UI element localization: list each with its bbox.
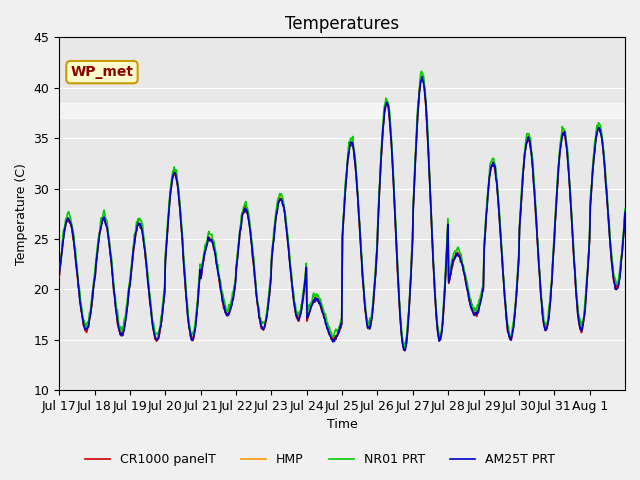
- AM25T PRT: [254, 302, 262, 308]
- HMP: [401, 346, 409, 351]
- AM25T PRT: [55, 273, 63, 278]
- Title: Temperatures: Temperatures: [285, 15, 399, 33]
- HMP: [401, 344, 408, 349]
- HMP: [419, 73, 426, 79]
- HMP: [621, 213, 629, 218]
- CR1000 panelT: [401, 347, 409, 352]
- HMP: [122, 317, 129, 323]
- Line: HMP: HMP: [59, 76, 625, 348]
- Line: NR01 PRT: NR01 PRT: [59, 71, 625, 348]
- NR01 PRT: [122, 313, 129, 319]
- NR01 PRT: [401, 345, 408, 351]
- CR1000 panelT: [226, 309, 234, 314]
- NR01 PRT: [434, 323, 442, 328]
- HMP: [226, 307, 234, 313]
- Legend: CR1000 panelT, HMP, NR01 PRT, AM25T PRT: CR1000 panelT, HMP, NR01 PRT, AM25T PRT: [80, 448, 560, 471]
- HMP: [254, 303, 262, 309]
- HMP: [275, 199, 283, 204]
- AM25T PRT: [122, 317, 129, 323]
- HMP: [434, 327, 442, 333]
- CR1000 panelT: [254, 302, 262, 308]
- Bar: [59, 103, 625, 118]
- AM25T PRT: [401, 348, 409, 353]
- Y-axis label: Temperature (C): Temperature (C): [15, 163, 28, 264]
- CR1000 panelT: [55, 275, 63, 280]
- CR1000 panelT: [122, 317, 129, 323]
- NR01 PRT: [55, 269, 63, 275]
- CR1000 panelT: [417, 73, 425, 79]
- NR01 PRT: [417, 68, 425, 74]
- X-axis label: Time: Time: [326, 419, 358, 432]
- Line: AM25T PRT: AM25T PRT: [59, 77, 625, 350]
- AM25T PRT: [621, 209, 629, 215]
- AM25T PRT: [419, 74, 426, 80]
- AM25T PRT: [434, 327, 442, 333]
- AM25T PRT: [275, 199, 283, 204]
- AM25T PRT: [401, 347, 408, 353]
- CR1000 panelT: [275, 197, 283, 203]
- NR01 PRT: [401, 340, 409, 346]
- NR01 PRT: [621, 206, 629, 212]
- HMP: [55, 275, 63, 281]
- CR1000 panelT: [621, 209, 629, 215]
- Line: CR1000 panelT: CR1000 panelT: [59, 76, 625, 350]
- CR1000 panelT: [434, 329, 442, 335]
- Text: WP_met: WP_met: [70, 65, 134, 79]
- AM25T PRT: [226, 310, 234, 315]
- NR01 PRT: [275, 194, 283, 200]
- CR1000 panelT: [401, 348, 408, 353]
- NR01 PRT: [226, 304, 234, 310]
- NR01 PRT: [254, 300, 262, 305]
